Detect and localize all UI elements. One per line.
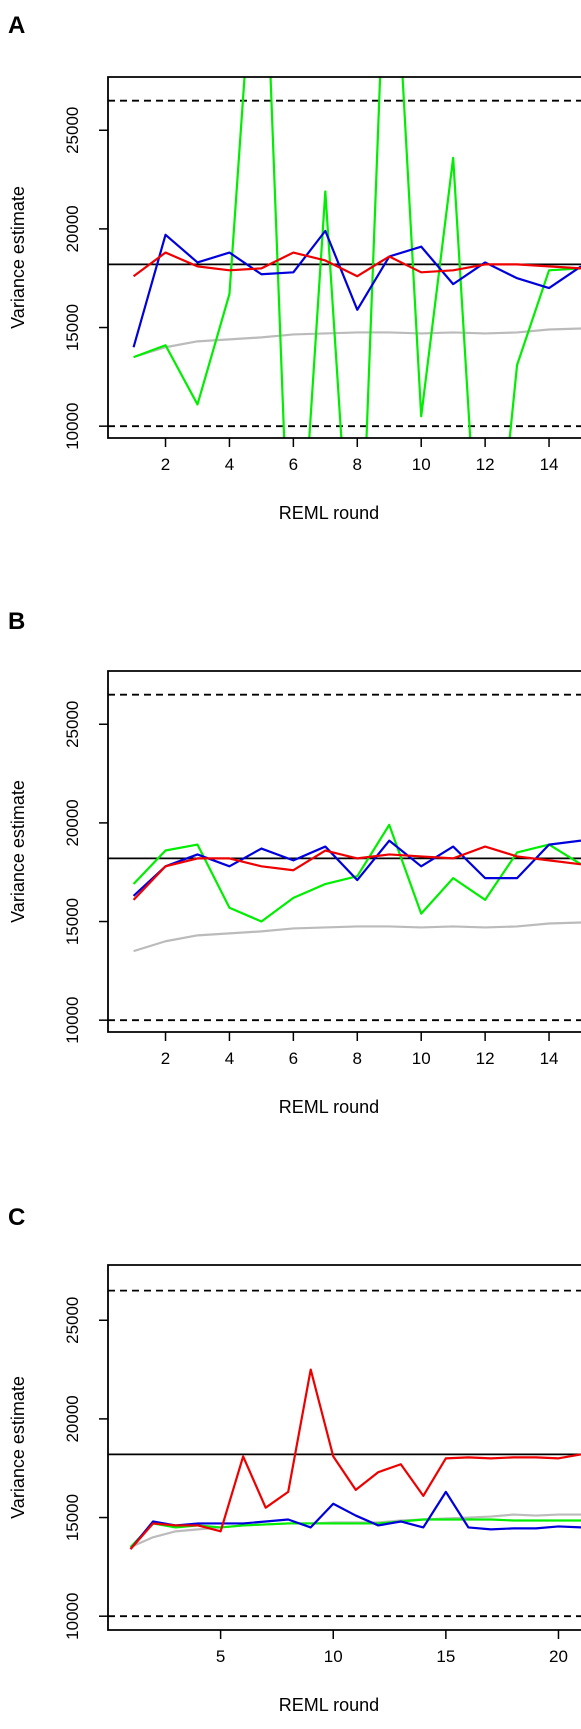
x-tick-label: 8 [353,1049,362,1068]
series-line-2 [132,229,581,348]
x-tick-label: 6 [289,455,298,474]
x-tick-label: 14 [540,455,559,474]
y-axis-title: Variance estimate [8,186,28,329]
y-tick-label: 25000 [63,1297,82,1344]
y-tick-label: 15000 [63,304,82,351]
y-tick-label: 15000 [63,1494,82,1541]
x-axis: 2 4 6 8 10 12 14 [161,1032,559,1068]
x-tick-label: 20 [549,1647,568,1666]
x-tick-label: 12 [476,455,495,474]
x-axis: 2 4 6 8 10 12 14 [161,438,559,474]
panel-label: C [8,1204,25,1231]
series-line-3 [129,1368,581,1550]
series-group [132,823,581,953]
series-group [132,77,581,438]
x-tick-label: 6 [289,1049,298,1068]
x-tick-label: 4 [225,455,234,474]
series-line-0 [133,327,581,359]
y-axis: 10000 15000 20000 25000 [63,1297,108,1640]
series-line-0 [133,921,581,953]
y-tick-label: 25000 [63,701,82,748]
series-line-1 [129,1518,581,1548]
series-line-1 [132,823,581,923]
reference-lines [108,1289,581,1618]
x-tick-label: 15 [436,1647,455,1666]
x-tick-label: 5 [216,1647,225,1666]
x-tick-label: 12 [476,1049,495,1068]
panel-a: A 2 4 6 8 10 12 14 REML round 10000 15000 20000 2500… [8,12,581,523]
y-axis-title: Variance estimate [8,780,28,923]
x-axis-title: REML round [279,503,379,523]
y-tick-label: 10000 [63,1593,82,1640]
x-tick-label: 10 [412,455,431,474]
series-line-3 [132,845,581,901]
x-axis-title: REML round [279,1097,379,1117]
x-axis-title: REML round [279,1695,379,1715]
series-line-1 [133,77,581,438]
y-tick-label: 10000 [63,997,82,1044]
x-axis: 5 10 15 20 [216,1630,568,1666]
x-tick-label: 10 [412,1049,431,1068]
panel-label: A [8,12,25,39]
x-tick-label: 2 [161,1049,170,1068]
x-tick-label: 4 [225,1049,234,1068]
y-axis: 10000 15000 20000 25000 [63,701,108,1044]
reference-lines [108,693,581,1022]
plot-frame [107,670,581,1033]
x-tick-label: 8 [353,455,362,474]
x-tick-label: 2 [161,455,170,474]
series-group [129,1368,581,1550]
y-tick-label: 15000 [63,898,82,945]
panel-label: B [8,608,25,635]
y-tick-label: 20000 [63,799,82,846]
series-line-2 [129,1490,581,1550]
series-line-3 [132,251,581,278]
x-tick-label: 10 [324,1647,343,1666]
y-tick-label: 25000 [63,107,82,154]
plot-frame [107,76,581,439]
y-tick-label: 20000 [63,205,82,252]
y-tick-label: 10000 [63,403,82,450]
panel-b: B 2 4 6 8 10 12 14 REML round 10000 15000 20000 2500… [8,608,581,1117]
panel-c: C 5 10 15 20 REML round 10000 15000 20000 25000 Va… [8,1204,581,1715]
y-axis-title: Variance estimate [8,1376,28,1519]
y-tick-label: 20000 [63,1395,82,1442]
plot-frame [107,1264,581,1631]
y-axis: 10000 15000 20000 25000 [63,107,108,450]
x-tick-label: 14 [540,1049,559,1068]
